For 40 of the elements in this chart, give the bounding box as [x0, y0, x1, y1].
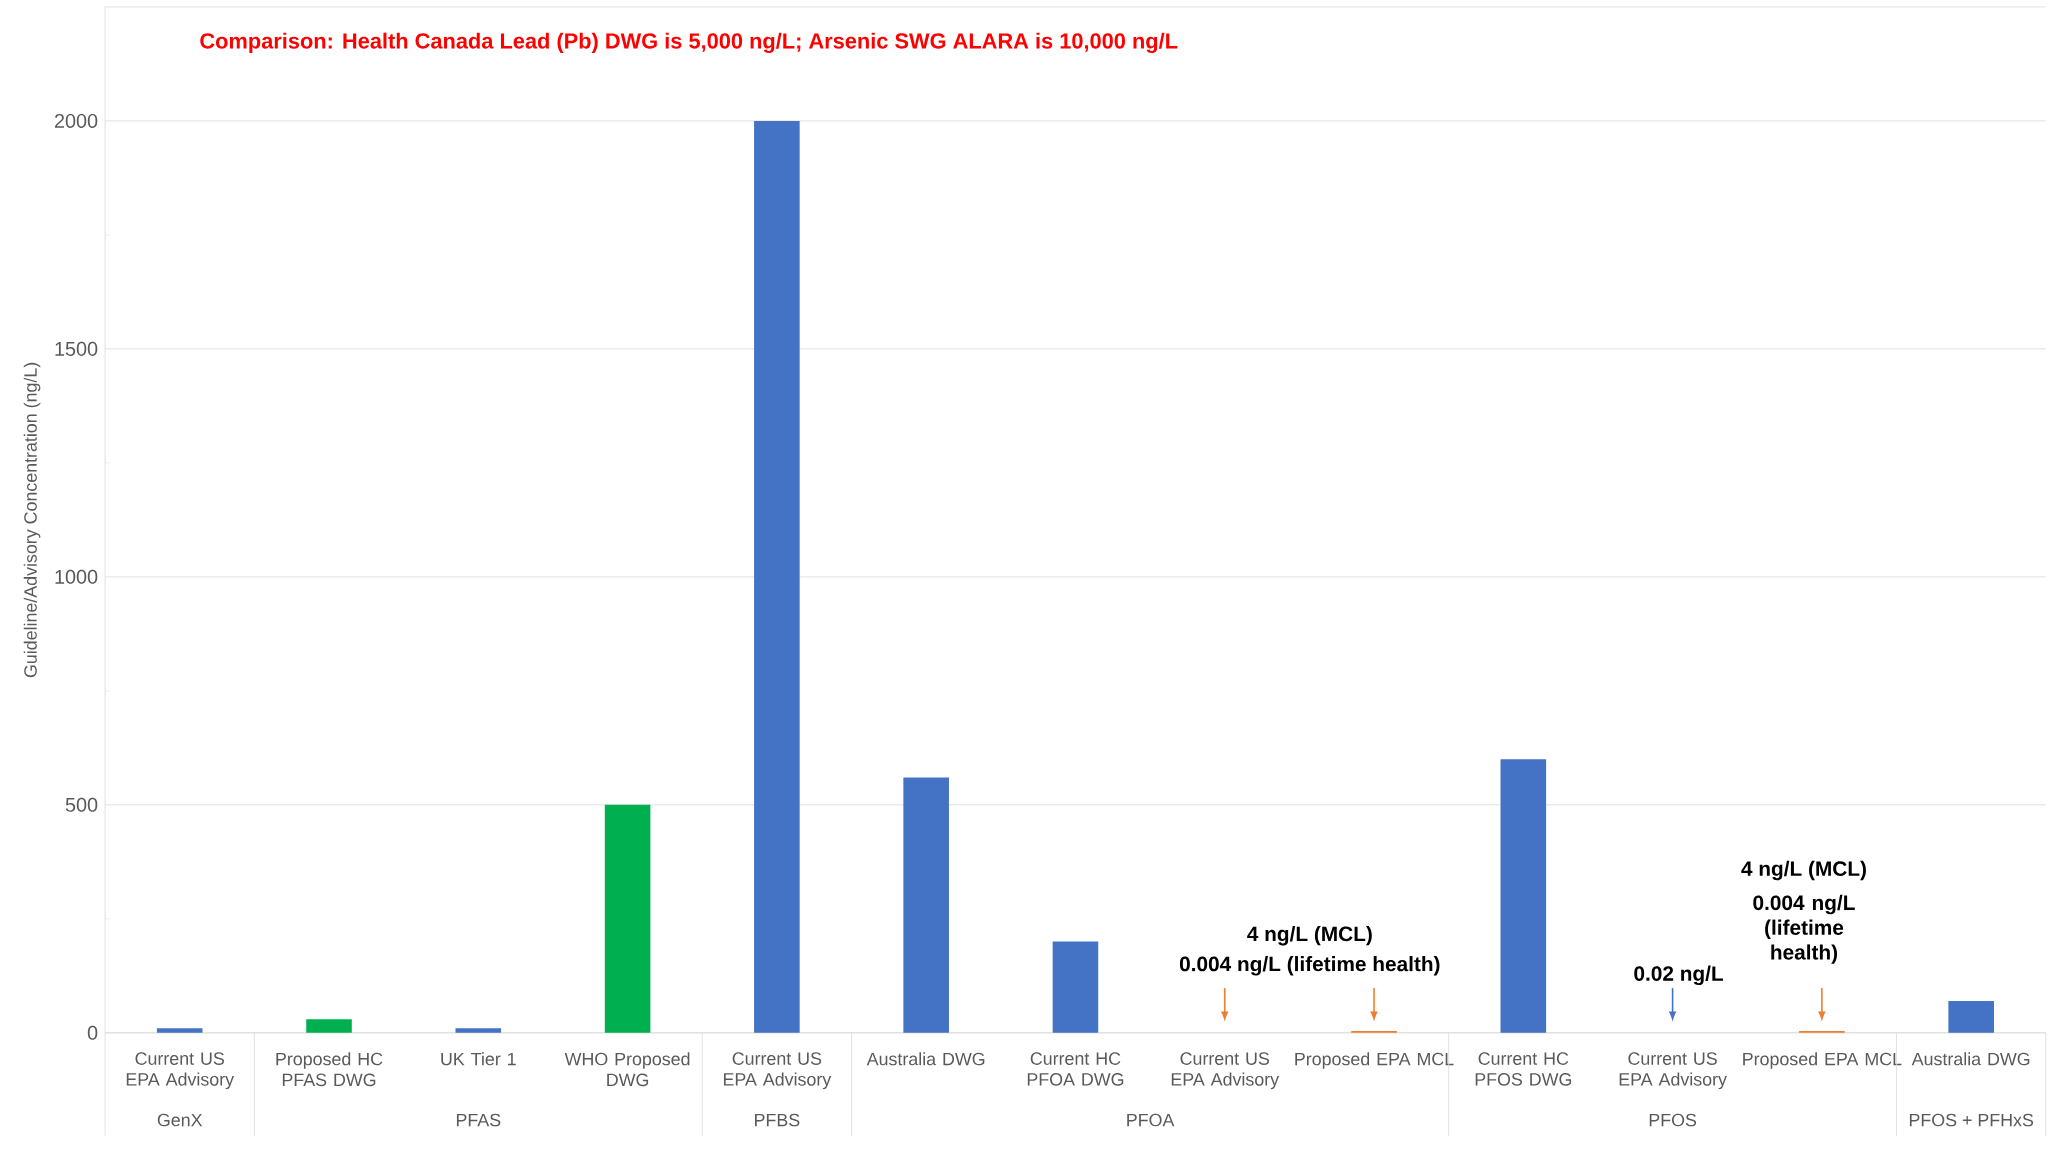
bar — [754, 121, 800, 1033]
x-tick-label: Australia DWG — [1911, 1052, 2030, 1066]
text: PFOS + PFHxS — [1909, 1113, 2034, 1127]
bar — [1948, 1001, 1994, 1033]
x-tick-label: Australia DWG — [866, 1052, 985, 1066]
bar — [156, 1028, 203, 1033]
y-axis-title: Guideline/Advisory Concentration (ng/L) — [23, 362, 41, 678]
text: GenX — [157, 1113, 203, 1127]
x-tick-label: Current HC PFOA DWG — [1027, 1052, 1124, 1086]
x-tick-label: UK Tier 1 — [441, 1052, 516, 1066]
bar — [1500, 759, 1547, 1033]
annotation: 0.02 ng/L — [1634, 965, 1724, 986]
x-tick-label: Current HC PFOS DWG — [1475, 1052, 1572, 1086]
bar — [1052, 941, 1099, 1033]
bar — [306, 1019, 352, 1033]
y-tick-label: 2000 — [54, 114, 98, 129]
text: PFBS — [755, 1113, 800, 1127]
text: Comparison: Health Canada Lead (Pb) DWG is 5,000 ng/L; Arsenic SWG ALARA is 10,000 ng/L — [200, 32, 1178, 54]
annotation: 4 ng/L (MCL) — [1741, 860, 1866, 881]
annotation: 0.004 ng/L (lifetime health) — [1753, 894, 1855, 964]
x-tick-label: Current US EPA Advisory — [1619, 1052, 1727, 1090]
text: PFAS — [456, 1113, 501, 1127]
bar — [903, 777, 949, 1033]
x-tick-label: Proposed EPA MCL — [1743, 1052, 1902, 1069]
x-tick-label: Current US EPA Advisory — [723, 1052, 832, 1090]
x-tick-label: Current US EPA Advisory — [126, 1052, 235, 1090]
x-tick-label: Proposed HC PFAS DWG — [276, 1052, 383, 1087]
x-tick-label: Proposed EPA MCL — [1295, 1052, 1454, 1069]
y-tick-label: 500 — [65, 797, 98, 812]
text: PFOS — [1649, 1113, 1697, 1127]
y-tick-label: 1500 — [55, 342, 98, 357]
text: PFOA — [1127, 1113, 1175, 1127]
bar — [604, 804, 651, 1033]
annotation: 0.004 ng/L (lifetime health) — [1179, 956, 1440, 976]
y-tick-label: 0 — [87, 1025, 98, 1040]
x-tick-label: WHO Proposed DWG — [564, 1052, 690, 1087]
x-tick-label: Current US EPA Advisory — [1171, 1052, 1280, 1090]
bar — [455, 1028, 502, 1033]
y-tick-label: 1000 — [55, 569, 98, 585]
annotation: 4 ng/L (MCL) — [1247, 926, 1372, 946]
